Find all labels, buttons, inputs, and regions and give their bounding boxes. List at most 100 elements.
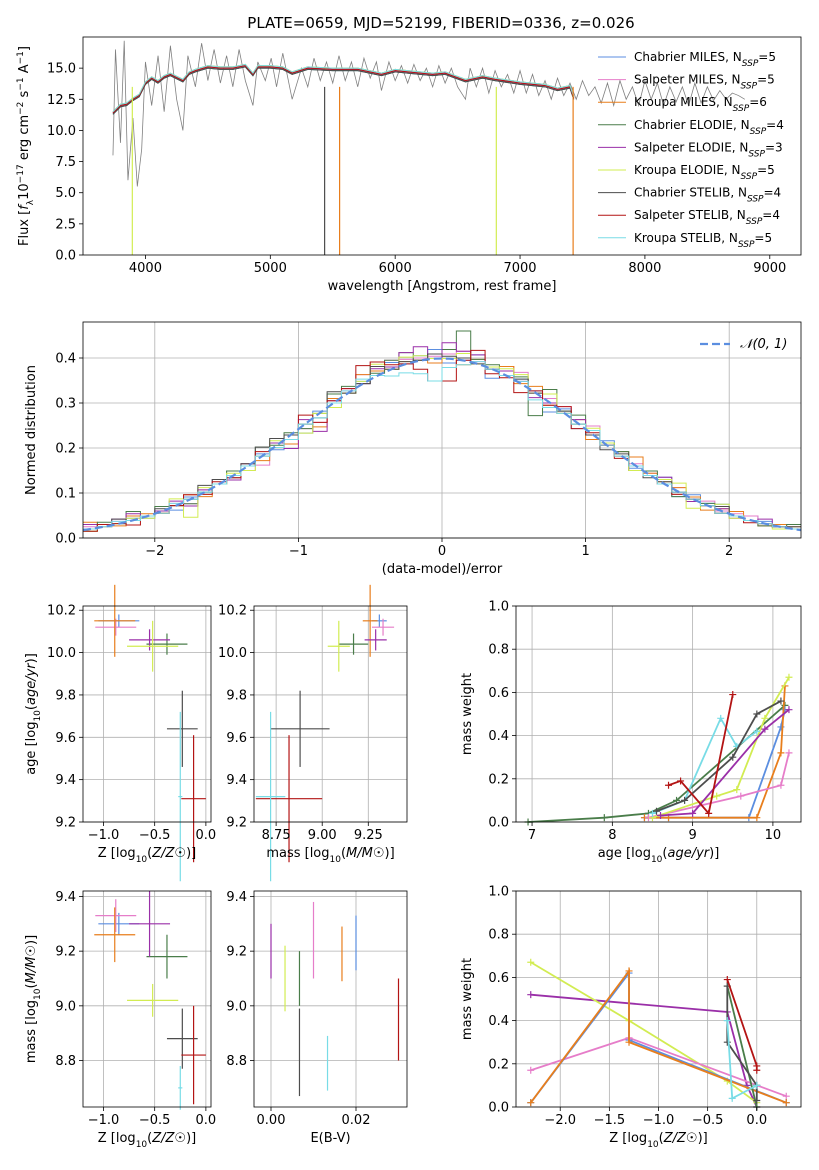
plot-layer: [255, 584, 395, 882]
figure-title: PLATE=0659, MJD=52199, FIBERID=0336, z=0…: [247, 14, 634, 32]
errorbar-point-salpeter-stelib: [181, 1005, 206, 1105]
x-axis-label: E(B-V): [310, 1131, 350, 1146]
plot-layer: [524, 673, 793, 826]
y-axis-label: mass weight: [460, 958, 475, 1040]
y-tick-label: 9.4: [226, 890, 247, 905]
plot-layer: [112, 40, 746, 255]
weight-point-marker: [753, 1066, 761, 1074]
y-tick-label: 15.0: [47, 62, 76, 77]
weight-series-salpeter-stelib: [665, 691, 737, 817]
axes-frame: [253, 605, 408, 823]
weight-point-marker: [729, 691, 737, 699]
x-tick-label: 9: [688, 828, 696, 843]
plot-layer: [270, 901, 400, 1097]
errorbar-point-kroupa-elodie: [127, 620, 179, 672]
weight-point-marker: [785, 749, 793, 757]
legend-entry-salpeter-miles: Salpeter MILES, NSSP=5: [634, 73, 775, 92]
x-tick-label: 2: [725, 544, 733, 559]
errorbar-point-kroupa-miles: [94, 907, 136, 963]
legend-entry-chabrier-miles: Chabrier MILES, NSSP=5: [634, 50, 776, 69]
weight-point-marker: [527, 1099, 535, 1107]
weight-point-marker: [677, 777, 685, 785]
y-axis-label: mass [log10(M/M☉)]: [24, 935, 43, 1063]
y-axis-label: mass weight: [460, 673, 475, 755]
y-tick-label: 1.0: [488, 600, 509, 615]
weight-line: [668, 694, 734, 816]
legend-entry-salpeter-stelib: Salpeter STELIB, NSSP=4: [634, 208, 780, 227]
weight-series-kroupa-miles: [527, 967, 790, 1107]
x-axis-label: (data-model)/error: [382, 562, 503, 577]
x-tick-label: −2: [145, 544, 164, 559]
x-tick-label: 8.75: [262, 828, 291, 843]
x-tick-label: 0.0: [196, 1113, 217, 1128]
weight-point-marker: [777, 781, 785, 789]
plot-layer: [83, 330, 801, 532]
legend-entry-chabrier-elodie: Chabrier ELODIE, NSSP=4: [634, 118, 784, 137]
y-tick-label: 10.2: [218, 604, 247, 619]
errorbar-point-kroupa-stelib: [178, 1065, 183, 1110]
errorbar-point-kroupa-elodie: [327, 620, 350, 672]
y-tick-label: 9.4: [55, 773, 76, 788]
weight-point-marker: [733, 786, 741, 794]
y-tick-label: 12.5: [47, 93, 76, 108]
x-tick-label: 10: [765, 828, 782, 843]
weight-point-marker: [527, 958, 535, 966]
x-tick-label: 0.0: [746, 1113, 767, 1128]
weight-point-marker: [723, 1017, 731, 1025]
x-tick-label: −1.0: [88, 828, 120, 843]
legend-entry-chabrier-stelib: Chabrier STELIB, NSSP=4: [634, 186, 781, 205]
x-axis-label: age [log10(age/yr)]: [598, 846, 720, 865]
plot-layer: [527, 958, 790, 1111]
errorbar-point-kroupa-miles: [362, 584, 378, 657]
weight-point-marker: [723, 1038, 731, 1046]
weight-point-marker: [753, 814, 761, 822]
x-tick-label: −1.0: [88, 1113, 120, 1128]
y-tick-label: 0.2: [488, 1057, 509, 1072]
x-axis-label: mass [log10(M/M☉)]: [266, 846, 394, 865]
y-tick-label: 0.1: [55, 487, 76, 502]
x-tick-label: 8: [608, 828, 616, 843]
y-tick-label: 9.0: [226, 999, 247, 1014]
weight-point-marker: [652, 807, 660, 815]
x-axis-label: wavelength [Angstrom, rest frame]: [328, 279, 557, 294]
y-tick-label: 0.0: [488, 816, 509, 831]
errorbar-point-chabrier-stelib: [166, 690, 198, 767]
x-tick-label: 9000: [753, 261, 786, 276]
y-tick-label: 2.5: [55, 217, 76, 232]
weight-point-marker: [777, 749, 785, 757]
y-tick-label: 9.2: [226, 816, 247, 831]
x-tick-label: 5000: [254, 261, 287, 276]
errorbar-point-kroupa-elodie: [127, 983, 179, 1017]
x-tick-label: 9.00: [308, 828, 337, 843]
errorbar-point-salpeter-miles: [95, 618, 137, 636]
y-tick-label: 0.3: [55, 397, 76, 412]
model-spectrum-salpeter-stelib: [112, 65, 575, 114]
y-tick-label: 0.0: [55, 532, 76, 547]
axes-frame: [82, 321, 802, 539]
y-tick-label: 9.8: [226, 688, 247, 703]
age-vs-mass-panel: 8.75 9.00 9.25 9.2 9.4 9.6 9.8 10.0 10.2 mass [lo…: [218, 584, 408, 882]
errorbar-point-salpeter-miles: [95, 899, 137, 933]
y-tick-label: 0.0: [488, 1101, 509, 1116]
weight-point-marker: [705, 809, 713, 817]
y-tick-label: 0.4: [488, 729, 509, 744]
histogram-kroupa-miles: [83, 357, 801, 528]
y-tick-label: 5.0: [55, 186, 76, 201]
errorbar-point-kroupa-miles: [94, 584, 136, 657]
y-tick-label: 9.6: [55, 731, 76, 746]
errorbar-point-chabrier-elodie: [338, 633, 369, 655]
x-tick-label: −0.5: [692, 1113, 724, 1128]
legend-entry-salpeter-elodie: Salpeter ELODIE, NSSP=3: [634, 140, 783, 159]
x-tick-label: 4000: [129, 261, 162, 276]
weight-point-marker: [782, 1099, 790, 1107]
errorbar-point-salpeter-elodie: [129, 629, 171, 651]
weight-point-marker: [600, 814, 608, 822]
weight-point-marker: [648, 809, 656, 817]
errorbar-point-salpeter-stelib: [181, 735, 206, 863]
plot-layer: [94, 584, 206, 882]
weight-line: [726, 985, 758, 1108]
weight-point-marker: [527, 1066, 535, 1074]
x-axis-label: Z [log10(Z/Z☉)]: [98, 846, 196, 865]
weight-line: [660, 708, 790, 817]
